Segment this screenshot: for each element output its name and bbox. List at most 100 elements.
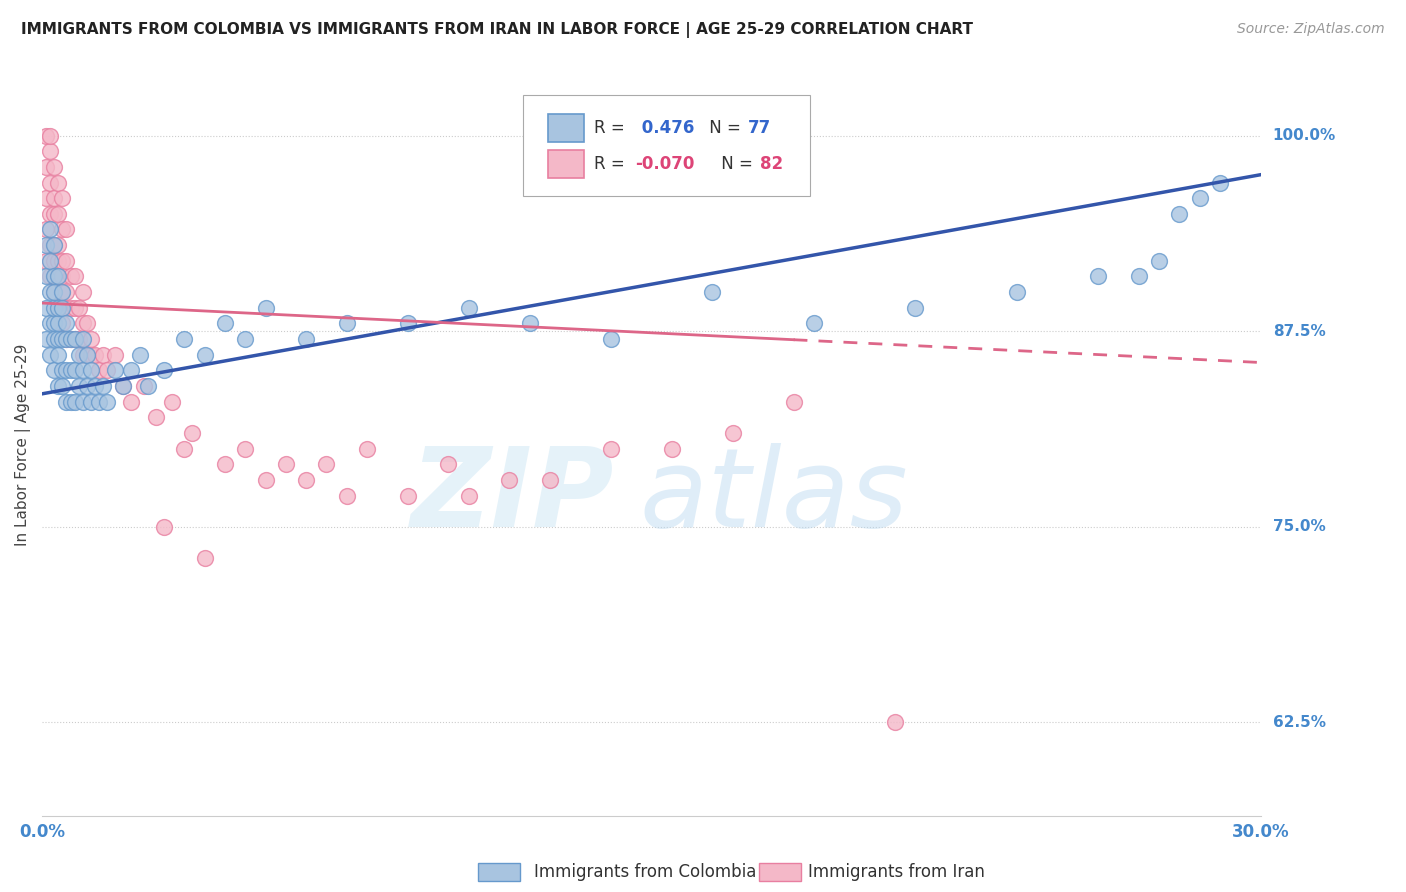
Point [48,332,70,346]
Point [84,379,107,393]
Text: -0.070: -0.070 [636,154,695,173]
Point [145,410,167,425]
Point [91,379,114,393]
Point [51,379,73,393]
Point [599,442,621,456]
Point [1128,269,1150,284]
Point [51,332,73,346]
Text: IMMIGRANTS FROM COLOMBIA VS IMMIGRANTS FROM IRAN IN LABOR FORCE | AGE 25-29 CORR: IMMIGRANTS FROM COLOMBIA VS IMMIGRANTS F… [21,22,973,38]
Point [782,394,804,409]
Point [48,379,70,393]
Point [87,394,110,409]
Text: 0.476: 0.476 [636,119,695,137]
Point [48,269,70,284]
Point [59,301,82,315]
Point [44,160,66,174]
Point [153,520,176,534]
Point [803,317,825,331]
Point [538,473,561,487]
Point [63,301,86,315]
Point [233,332,256,346]
Point [44,301,66,315]
Point [104,348,127,362]
Text: N =: N = [704,119,745,137]
Point [39,317,62,331]
Point [39,285,62,299]
Point [59,394,82,409]
Point [63,332,86,346]
Point [55,332,77,346]
Point [39,269,62,284]
Point [437,457,460,471]
Point [87,363,110,377]
Point [48,301,70,315]
Point [72,332,94,346]
Point [67,301,90,315]
Point [35,332,58,346]
Point [51,222,73,236]
Point [336,317,359,331]
Point [721,425,744,440]
Text: Immigrants from Iran: Immigrants from Iran [808,863,986,881]
Point [121,363,143,377]
Point [121,394,143,409]
Point [55,222,77,236]
Point [254,473,277,487]
Point [51,301,73,315]
Point [35,301,58,315]
Point [44,238,66,252]
Point [72,394,94,409]
Point [67,348,90,362]
Point [112,379,135,393]
Point [1168,207,1191,221]
Point [59,269,82,284]
Text: 87.5%: 87.5% [1272,324,1326,339]
Point [315,457,337,471]
Y-axis label: In Labor Force | Age 25-29: In Labor Force | Age 25-29 [15,343,31,546]
Point [336,489,359,503]
Point [67,379,90,393]
Point [39,222,62,236]
Point [91,348,114,362]
Point [55,394,77,409]
Point [48,269,70,284]
Text: Immigrants from Colombia: Immigrants from Colombia [534,863,756,881]
Point [39,238,62,252]
Point [44,285,66,299]
Point [39,348,62,362]
Point [35,222,58,236]
Text: N =: N = [716,154,758,173]
Point [35,128,58,143]
Point [55,363,77,377]
Point [1209,176,1232,190]
Point [51,285,73,299]
Text: 62.5%: 62.5% [1272,715,1326,730]
Text: ZIP: ZIP [412,443,614,550]
Point [498,473,520,487]
Point [173,332,195,346]
Point [519,317,541,331]
Point [63,332,86,346]
Point [84,348,107,362]
Point [39,207,62,221]
Point [1147,253,1170,268]
Point [39,128,62,143]
Point [63,394,86,409]
Point [55,332,77,346]
Text: 77: 77 [748,119,770,137]
Point [35,253,58,268]
Point [96,394,118,409]
Point [35,191,58,205]
Point [104,363,127,377]
Point [702,285,724,299]
Point [136,379,159,393]
Point [35,160,58,174]
Text: 100.0%: 100.0% [1272,128,1336,143]
Point [55,253,77,268]
Point [59,332,82,346]
Point [356,442,378,456]
Point [132,379,155,393]
Point [76,348,98,362]
Point [173,442,195,456]
Point [55,301,77,315]
